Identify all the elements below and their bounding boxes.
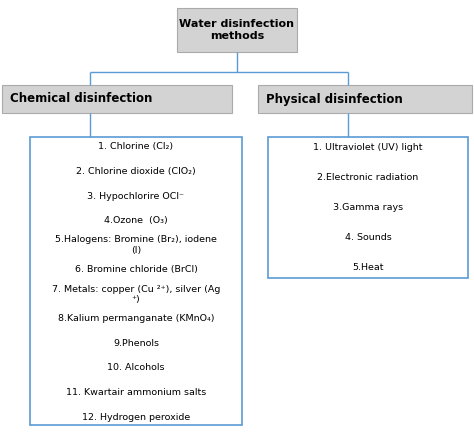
Text: 6. Bromine chloride (BrCl): 6. Bromine chloride (BrCl) <box>74 265 198 274</box>
Text: 1. Chlorine (Cl₂): 1. Chlorine (Cl₂) <box>99 143 173 152</box>
Text: Water disinfection
methods: Water disinfection methods <box>180 19 294 41</box>
Text: 2.Electronic radiation: 2.Electronic radiation <box>318 173 419 182</box>
Text: 10. Alcohols: 10. Alcohols <box>107 363 165 372</box>
FancyBboxPatch shape <box>2 85 232 113</box>
Text: 1. Ultraviolet (UV) light: 1. Ultraviolet (UV) light <box>313 143 423 152</box>
FancyBboxPatch shape <box>268 137 468 278</box>
Text: 5.Halogens: Bromine (Br₂), iodene
(I): 5.Halogens: Bromine (Br₂), iodene (I) <box>55 235 217 255</box>
Text: 11. Kwartair ammonium salts: 11. Kwartair ammonium salts <box>66 388 206 397</box>
Text: 8.Kalium permanganate (KMnO₄): 8.Kalium permanganate (KMnO₄) <box>58 314 214 323</box>
FancyBboxPatch shape <box>30 137 242 425</box>
Text: 3. Hypochlorire OCl⁻: 3. Hypochlorire OCl⁻ <box>88 191 184 200</box>
Text: Chemical disinfection: Chemical disinfection <box>10 92 152 105</box>
Text: 4. Sounds: 4. Sounds <box>345 233 392 242</box>
FancyBboxPatch shape <box>177 8 297 52</box>
Text: Physical disinfection: Physical disinfection <box>266 92 403 105</box>
Text: 4.Ozone  (O₃): 4.Ozone (O₃) <box>104 216 168 225</box>
Text: 5.Heat: 5.Heat <box>352 264 384 273</box>
FancyBboxPatch shape <box>258 85 472 113</box>
Text: 7. Metals: copper (Cu ²⁺), silver (Ag
⁺): 7. Metals: copper (Cu ²⁺), silver (Ag ⁺) <box>52 285 220 304</box>
Text: 12. Hydrogen peroxide: 12. Hydrogen peroxide <box>82 413 190 422</box>
Text: 3.Gamma rays: 3.Gamma rays <box>333 203 403 212</box>
Text: 9.Phenols: 9.Phenols <box>113 339 159 348</box>
Text: 2. Chlorine dioxide (ClO₂): 2. Chlorine dioxide (ClO₂) <box>76 167 196 176</box>
